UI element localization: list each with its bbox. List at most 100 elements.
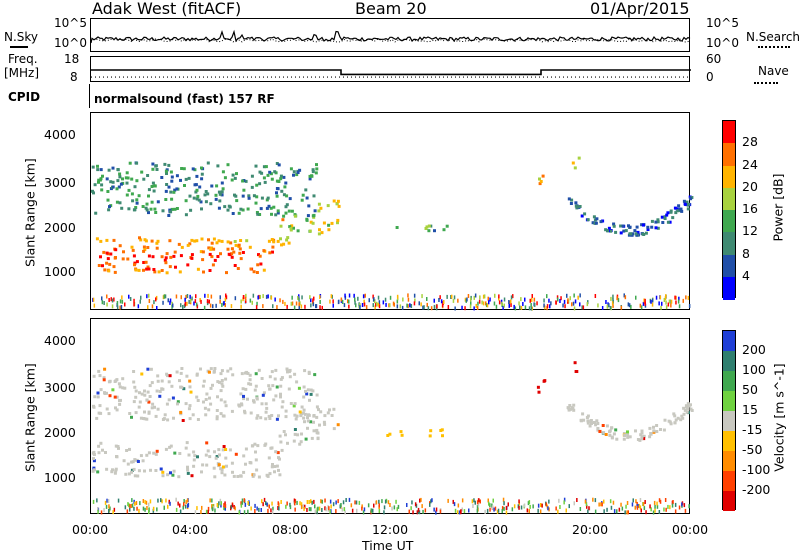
pixel — [162, 417, 166, 421]
pixel — [214, 508, 216, 513]
pixel — [280, 189, 284, 193]
velocity-colorbar-swatch — [723, 431, 735, 451]
pixel — [168, 499, 170, 504]
pixel — [458, 510, 461, 515]
pixel — [651, 298, 654, 303]
pixel — [242, 394, 245, 398]
pixel — [532, 504, 534, 509]
cpid-label: CPID — [8, 90, 41, 104]
pixel — [147, 254, 151, 258]
pixel — [671, 216, 675, 220]
pixel — [133, 208, 137, 212]
pixel — [111, 166, 115, 170]
pixel — [152, 451, 156, 455]
pixel — [138, 400, 142, 404]
pixel — [182, 305, 184, 309]
pixel — [180, 303, 182, 308]
pixel — [488, 501, 490, 506]
pixel — [270, 238, 274, 241]
pixel — [162, 300, 164, 305]
x-axis-label: Time UT — [362, 538, 414, 553]
pixel — [170, 179, 174, 183]
pixel — [288, 368, 292, 372]
pixel — [192, 450, 196, 454]
pixel — [619, 224, 623, 228]
pixel — [99, 441, 103, 445]
pixel — [399, 430, 403, 434]
pixel — [126, 176, 130, 180]
pixel — [317, 408, 320, 412]
velocity-heatmap — [91, 361, 694, 515]
pixel — [199, 250, 203, 254]
power-ytick-4000: 4000 — [44, 127, 76, 142]
pixel — [183, 499, 185, 503]
pixel — [280, 500, 282, 504]
pixel — [242, 297, 244, 302]
pixel — [260, 196, 264, 200]
pixel — [332, 299, 334, 304]
pixel — [100, 188, 104, 192]
pixel — [217, 206, 221, 210]
pixel — [91, 189, 94, 193]
pixel — [624, 229, 628, 233]
pixel — [510, 295, 513, 300]
pixel — [175, 294, 178, 299]
pixel — [471, 499, 474, 504]
pixel — [205, 509, 208, 514]
pixel — [126, 257, 130, 261]
pixel — [107, 499, 110, 503]
pixel — [653, 500, 656, 505]
pixel — [372, 294, 374, 299]
pixel — [210, 255, 214, 259]
pixel — [163, 294, 165, 299]
pixel — [279, 440, 283, 444]
pixel — [135, 179, 139, 183]
pixel — [573, 501, 575, 506]
pixel — [649, 432, 653, 435]
pixel — [142, 261, 146, 264]
pixel — [336, 221, 339, 225]
x-tick-label: 00:00 — [72, 522, 109, 537]
pixel — [680, 414, 684, 418]
pixel — [242, 470, 246, 474]
pixel — [611, 301, 614, 306]
pixel — [212, 247, 216, 251]
pixel — [271, 509, 274, 514]
pixel — [262, 268, 266, 272]
pixel — [555, 506, 557, 511]
pixel — [100, 510, 103, 515]
pixel — [102, 376, 106, 380]
pixel — [129, 504, 131, 509]
pixel — [678, 209, 682, 213]
pixel — [636, 230, 640, 234]
pixel — [484, 509, 486, 514]
pixel — [299, 501, 301, 506]
pixel — [560, 296, 562, 301]
pixel — [640, 305, 643, 310]
power-colorbar-label: Power [dB] — [770, 173, 786, 242]
pixel — [166, 418, 170, 422]
pixel — [314, 509, 317, 514]
pixel — [105, 467, 109, 471]
pixel — [125, 193, 129, 197]
pixel — [212, 369, 216, 373]
pixel — [420, 302, 422, 307]
pixel — [269, 206, 273, 210]
pixel — [476, 306, 479, 310]
pixel — [231, 173, 235, 177]
pixel — [310, 174, 314, 178]
pixel — [255, 271, 259, 274]
pixel — [359, 305, 361, 310]
pixel — [389, 503, 391, 507]
noise-panel — [90, 18, 691, 52]
pixel — [279, 224, 283, 228]
pixel — [196, 399, 200, 402]
pixel — [209, 303, 212, 308]
pixel — [121, 299, 124, 304]
pixel — [540, 503, 542, 507]
pixel — [101, 448, 104, 452]
pixel — [309, 392, 313, 396]
pixel — [358, 302, 360, 307]
pixel — [340, 297, 343, 302]
pixel — [612, 224, 616, 228]
